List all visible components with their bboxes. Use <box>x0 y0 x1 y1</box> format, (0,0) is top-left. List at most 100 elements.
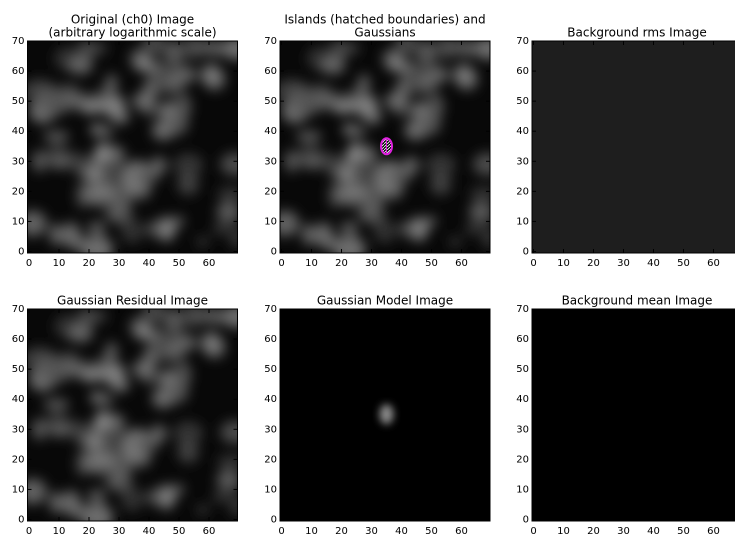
x-tick-label: 0 <box>530 258 536 269</box>
texture-blob <box>32 418 47 440</box>
y-tick-label: 40 <box>264 394 277 405</box>
texture-blob <box>212 491 231 503</box>
y-tick-label: 70 <box>516 304 529 315</box>
texture-blob <box>284 150 299 172</box>
texture-blob <box>43 399 69 410</box>
x-tick-label: 10 <box>53 526 66 537</box>
gaussian-blob <box>380 404 394 424</box>
texture-blob <box>95 141 108 166</box>
texture-blob <box>32 150 47 172</box>
panel: Background mean Image0102030405060010203… <box>516 294 735 538</box>
x-tick-label: 10 <box>305 526 318 537</box>
x-tick-label: 30 <box>365 258 378 269</box>
texture-blob <box>113 108 129 124</box>
x-tick-label: 30 <box>113 526 126 537</box>
y-tick-label: 10 <box>12 484 25 495</box>
texture-blob <box>365 108 381 124</box>
panel: Gaussian Model Image01020304050600102030… <box>264 294 490 538</box>
texture-blob <box>196 237 209 247</box>
panel-title: (arbitrary logarithmic scale) <box>48 26 216 40</box>
y-tick-label: 20 <box>516 454 529 465</box>
texture-blob <box>464 223 483 235</box>
texture-blob <box>425 215 437 227</box>
panel: Original (ch0) Image(arbitrary logarithm… <box>12 13 250 270</box>
page: Original (ch0) Image(arbitrary logarithm… <box>0 0 735 546</box>
x-tick-label: 0 <box>26 526 32 537</box>
y-tick-label: 40 <box>516 394 529 405</box>
texture-blob <box>68 57 92 75</box>
x-tick-label: 20 <box>335 526 348 537</box>
texture-blob <box>212 223 231 235</box>
texture-blob <box>168 42 181 67</box>
texture-blob <box>351 86 368 102</box>
texture-blob <box>51 424 72 438</box>
texture-blob <box>49 491 63 513</box>
y-tick-label: 10 <box>12 216 25 227</box>
y-tick-label: 50 <box>516 364 529 375</box>
texture-blob <box>420 42 433 67</box>
y-tick-label: 30 <box>12 424 25 435</box>
y-tick-label: 0 <box>523 246 529 257</box>
panel-title: Gaussian Model Image <box>317 294 453 308</box>
texture-blob <box>74 236 91 253</box>
y-tick-label: 70 <box>12 36 25 47</box>
x-tick-label: 30 <box>113 258 126 269</box>
y-tick-label: 20 <box>12 454 25 465</box>
x-tick-label: 0 <box>278 258 284 269</box>
texture-blob <box>290 89 303 106</box>
y-tick-label: 20 <box>12 186 25 197</box>
texture-blob <box>113 376 129 392</box>
x-tick-label: 50 <box>173 258 186 269</box>
texture-blob <box>217 455 245 469</box>
y-tick-label: 50 <box>264 364 277 375</box>
texture-blob <box>70 419 84 442</box>
x-tick-label: 10 <box>557 258 570 269</box>
texture-blob <box>449 237 462 247</box>
y-tick-label: 60 <box>264 66 277 77</box>
texture-blob <box>223 305 249 328</box>
image <box>16 300 250 531</box>
y-tick-label: 30 <box>12 156 25 167</box>
y-tick-label: 70 <box>264 304 277 315</box>
texture-blob <box>134 329 157 340</box>
x-tick-label: 30 <box>617 526 630 537</box>
x-tick-label: 40 <box>143 258 156 269</box>
texture-blob <box>220 153 249 176</box>
x-tick-label: 20 <box>587 258 600 269</box>
y-tick-label: 10 <box>264 484 277 495</box>
y-tick-label: 10 <box>264 216 277 227</box>
image-background <box>532 41 735 253</box>
x-tick-label: 60 <box>203 258 216 269</box>
texture-blob <box>362 198 385 225</box>
texture-blob <box>336 181 366 207</box>
texture-blob <box>200 64 221 86</box>
texture-blob <box>230 493 243 517</box>
texture-blob <box>473 153 502 176</box>
texture-blob <box>123 436 140 462</box>
panel-title: Original (ch0) Image <box>71 13 194 27</box>
texture-blob <box>168 310 181 335</box>
y-tick-label: 0 <box>523 514 529 525</box>
texture-blob <box>220 421 249 444</box>
texture-blob <box>321 57 345 75</box>
texture-blob <box>87 489 106 504</box>
texture-blob <box>423 66 449 84</box>
x-tick-label: 40 <box>143 526 156 537</box>
y-tick-label: 0 <box>271 514 277 525</box>
texture-blob <box>170 334 196 352</box>
x-tick-label: 30 <box>617 258 630 269</box>
texture-blob <box>196 505 209 515</box>
x-tick-label: 20 <box>83 526 96 537</box>
texture-blob <box>408 83 438 94</box>
panel-title: Background mean Image <box>562 294 713 308</box>
y-tick-label: 0 <box>18 514 24 525</box>
y-tick-label: 40 <box>12 394 25 405</box>
y-tick-label: 30 <box>516 424 529 435</box>
x-tick-label: 40 <box>647 526 660 537</box>
texture-blob <box>80 370 105 381</box>
texture-blob <box>177 445 195 459</box>
y-tick-label: 70 <box>516 36 529 47</box>
y-tick-label: 50 <box>12 364 25 375</box>
texture-blob <box>109 198 132 225</box>
